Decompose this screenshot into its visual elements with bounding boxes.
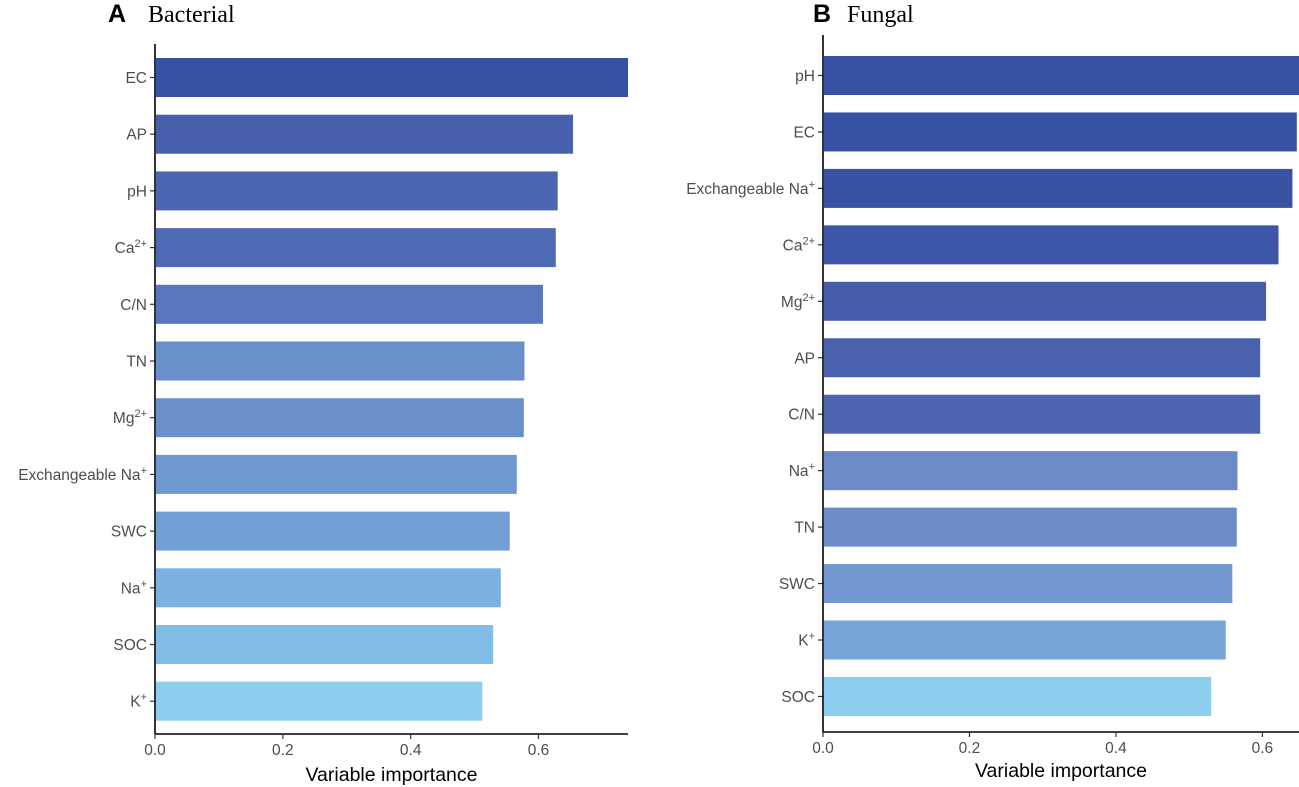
bar-mg-2 <box>824 281 1267 321</box>
x-tick-label: 0.0 <box>144 742 166 759</box>
y-tick-label-exchangeable-na: Exchangeable Na+ <box>18 465 147 484</box>
y-tick-label-exchangeable-na: Exchangeable Na+ <box>686 179 815 198</box>
x-tick-label: 0.6 <box>1252 740 1274 757</box>
bar-exchangeable-na <box>824 168 1293 208</box>
y-tick-label-ph: pH <box>127 183 147 200</box>
bar-ap <box>824 338 1261 378</box>
panel-letter: A <box>108 0 126 28</box>
y-tick-label-mg-2: Mg2+ <box>781 292 815 311</box>
bar-ec <box>156 58 628 97</box>
bar-ap <box>156 114 574 154</box>
bar-ca-2 <box>156 228 556 268</box>
x-axis-title: Variable importance <box>975 760 1147 782</box>
bar-k <box>824 620 1226 660</box>
y-tick-label-swc: SWC <box>111 524 147 541</box>
bar-tn <box>824 507 1237 547</box>
x-tick-label: 0.2 <box>959 740 981 757</box>
bar-ph <box>156 171 558 211</box>
bar-swc <box>156 511 510 551</box>
y-tick-label-swc: SWC <box>779 576 815 593</box>
bar-mg-2 <box>156 398 524 438</box>
y-tick-label-mg-2: Mg2+ <box>113 408 147 427</box>
x-tick-label: 0.4 <box>400 742 422 759</box>
y-tick-label-ec: EC <box>793 124 815 141</box>
bar-tn <box>156 341 525 381</box>
y-tick-label-ap: AP <box>794 350 815 367</box>
bar-exchangeable-na <box>156 454 517 494</box>
y-tick-label-k: K+ <box>798 631 815 650</box>
bar-swc <box>824 564 1233 604</box>
y-tick-label-tn: TN <box>794 520 815 537</box>
x-tick-label: 0.4 <box>1105 740 1127 757</box>
bar-ec <box>824 112 1297 152</box>
bar-soc <box>156 625 494 664</box>
panel-b: B Fungal pH EC Exchangeable Na+ Ca2+ Mg2+ AP C/N… <box>686 0 1299 782</box>
y-tick-label-ca-2: Ca2+ <box>783 235 815 254</box>
panel-title: Fungal <box>847 2 914 28</box>
x-axis-title: Variable importance <box>306 764 478 786</box>
panel-title: Bacterial <box>148 2 235 28</box>
y-tick-label-c-n: C/N <box>788 407 815 424</box>
bar-ph <box>824 56 1299 95</box>
y-tick-label-soc: SOC <box>113 637 147 654</box>
y-tick-label-k: K+ <box>130 692 147 711</box>
bar-k <box>156 681 483 721</box>
y-tick-label-tn: TN <box>126 354 147 371</box>
y-tick-label-na: Na+ <box>789 461 815 480</box>
bar-ca-2 <box>824 225 1279 265</box>
y-tick-label-c-n: C/N <box>120 297 147 314</box>
x-tick-label: 0.0 <box>812 740 834 757</box>
panel-a: A Bacterial EC AP pH Ca2+ C/N TN Mg2+ Exchangeabl… <box>18 0 628 786</box>
bar-c-n <box>156 284 543 324</box>
x-tick-label: 0.6 <box>528 742 550 759</box>
bar-c-n <box>824 394 1261 434</box>
y-tick-label-ec: EC <box>125 70 147 87</box>
y-tick-label-ca-2: Ca2+ <box>115 238 147 257</box>
y-tick-label-ap: AP <box>126 127 147 144</box>
y-tick-label-na: Na+ <box>121 578 147 597</box>
y-tick-label-ph: pH <box>795 68 815 85</box>
bar-na <box>824 451 1238 491</box>
x-tick-label: 0.2 <box>272 742 294 759</box>
panel-letter: B <box>813 0 831 28</box>
y-tick-label-soc: SOC <box>781 689 815 706</box>
bar-soc <box>824 676 1212 716</box>
bar-na <box>156 568 501 608</box>
